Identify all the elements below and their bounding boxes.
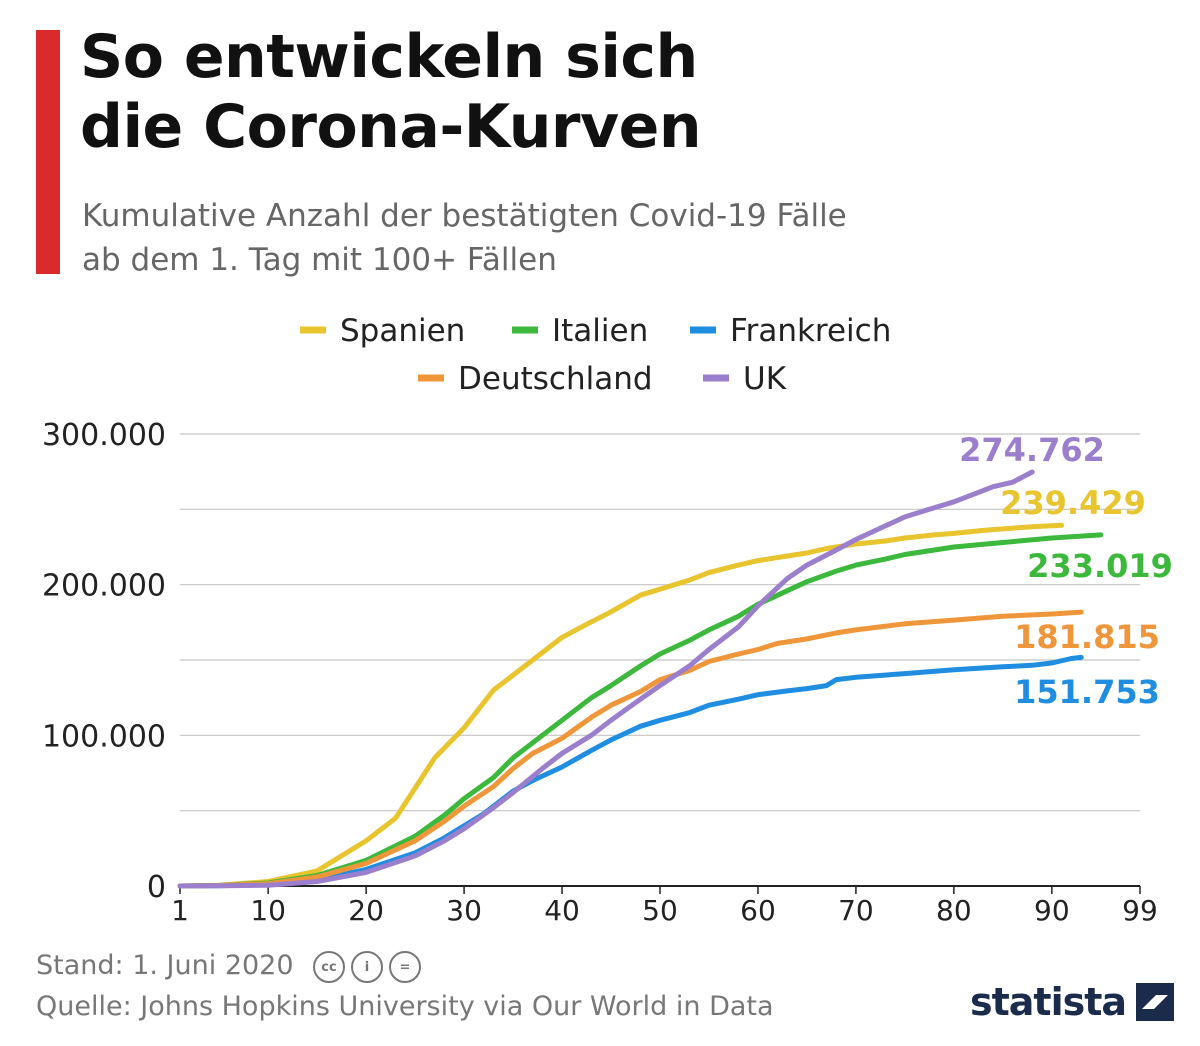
end-labels: 239.429 233.019 151.753 181.815 274.762 [959, 431, 1173, 711]
source: Quelle: Johns Hopkins University via Our… [36, 991, 774, 1022]
series-line-spanien [177, 522, 1065, 889]
legend-label: Deutschland [458, 361, 653, 397]
x-axis: 1 10 20 30 40 50 60 70 80 90 99 [171, 885, 1158, 927]
subtitle-line-2: ab dem 1. Tag mit 100+ Fällen [82, 242, 557, 278]
series-line-deutschland [177, 609, 1084, 889]
y-tick-label: 200.000 [42, 569, 166, 604]
legend-label: Frankreich [730, 313, 891, 349]
page-title: So entwickeln sich die Corona-Kurven [80, 22, 702, 162]
series-group [177, 469, 1104, 889]
stand-date: Stand: 1. Juni 2020 [36, 950, 294, 981]
x-tick-label: 70 [838, 894, 874, 927]
by-icon: i [351, 951, 383, 983]
x-tick-label: 10 [250, 894, 286, 927]
legend-item-uk: UK [703, 361, 787, 397]
y-tick-label: 300.000 [42, 418, 166, 453]
x-tick-label: 20 [348, 894, 384, 927]
legend-item-italien: Italien [512, 313, 648, 349]
accent-bar [36, 30, 60, 274]
end-label-deutschland: 181.815 [1014, 618, 1160, 656]
grid [180, 433, 1140, 812]
end-label-uk: 274.762 [959, 431, 1105, 469]
x-tick-label: 30 [446, 894, 482, 927]
legend-label: Italien [552, 313, 648, 349]
statista-logo-icon [1136, 983, 1175, 1021]
subtitle: Kumulative Anzahl der bestätigten Covid-… [82, 194, 847, 282]
end-label-italien: 233.019 [1027, 547, 1173, 585]
title-line-1: So entwickeln sich [80, 22, 698, 92]
x-tick-label: 60 [740, 894, 776, 927]
end-label-frankreich: 151.753 [1014, 673, 1160, 711]
x-tick-label: 80 [936, 894, 972, 927]
title-line-2: die Corona-Kurven [80, 92, 702, 162]
legend-label: Spanien [340, 313, 465, 349]
subtitle-line-1: Kumulative Anzahl der bestätigten Covid-… [82, 198, 847, 234]
x-tick-label: 99 [1122, 894, 1158, 927]
legend-item-frankreich: Frankreich [690, 313, 891, 349]
end-label-spanien: 239.429 [1000, 484, 1146, 522]
legend-label: UK [743, 361, 787, 397]
y-tick-label: 0 [147, 870, 166, 905]
series-line-italien [177, 532, 1104, 889]
x-tick-label: 40 [544, 894, 580, 927]
series-line-uk [177, 469, 1035, 889]
y-tick-label: 100.000 [42, 719, 166, 754]
legend: Spanien Italien Frankreich Deutschland UK [300, 313, 891, 397]
license-icons: cc i = [313, 951, 421, 983]
legend-item-spanien: Spanien [300, 313, 465, 349]
legend-item-deutschland: Deutschland [418, 361, 653, 397]
x-tick-label: 1 [171, 894, 189, 927]
series-line-frankreich [177, 654, 1084, 889]
y-axis: 0 100.000 200.000 300.000 [42, 418, 166, 905]
nd-icon: = [389, 951, 421, 983]
logo-text: statista [970, 980, 1127, 1024]
x-tick-label: 90 [1034, 894, 1070, 927]
cc-icon: cc [313, 951, 345, 983]
x-tick-label: 50 [642, 894, 678, 927]
statista-logo[interactable]: statista [970, 980, 1175, 1024]
